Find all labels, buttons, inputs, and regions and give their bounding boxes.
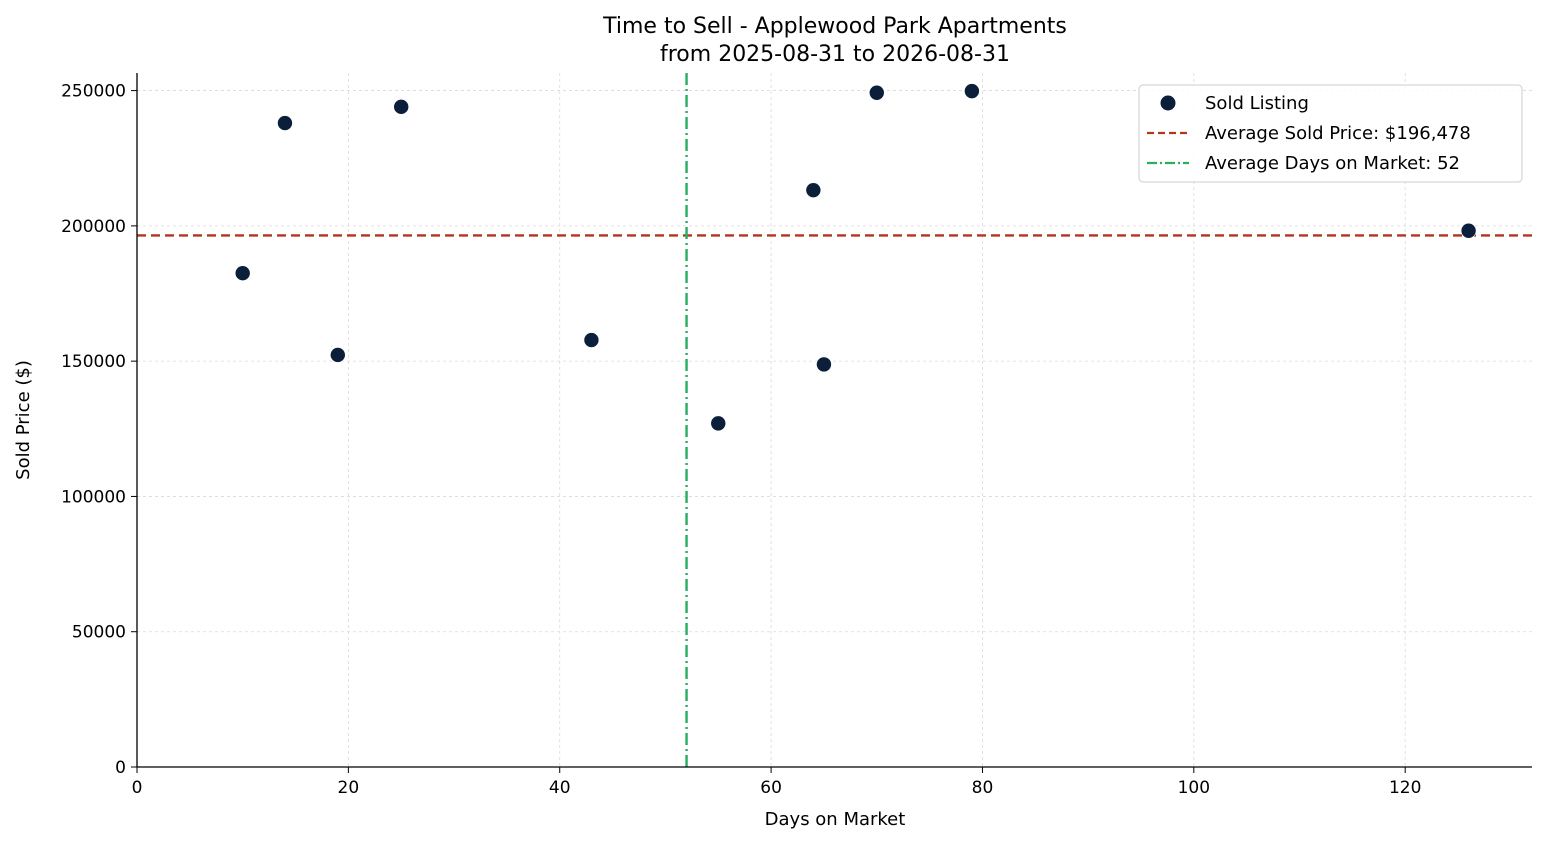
y-tick-label: 200000 xyxy=(61,217,126,237)
y-tick-label: 0 xyxy=(115,758,126,778)
legend: Sold Listing Average Sold Price: $196,47… xyxy=(1138,84,1523,183)
legend-label-avg-days: Average Days on Market: 52 xyxy=(1205,153,1460,174)
x-tick-label: 0 xyxy=(132,778,143,798)
y-tick-label: 150000 xyxy=(61,352,126,372)
x-tick-label: 80 xyxy=(972,778,994,798)
data-point xyxy=(816,356,832,373)
chart-title: Time to Sell - Applewood Park Apartments xyxy=(602,14,1067,39)
data-points xyxy=(234,83,1477,432)
chart-subtitle: from 2025-08-31 to 2026-08-31 xyxy=(660,42,1010,67)
legend-box xyxy=(1138,84,1523,183)
reference-lines xyxy=(137,73,1532,767)
legend-label-avg-price: Average Sold Price: $196,478 xyxy=(1205,123,1471,144)
x-tick-label: 100 xyxy=(1178,778,1210,798)
data-point xyxy=(710,415,727,432)
data-point xyxy=(329,347,346,363)
x-ticks: 0 20 40 60 80 100 120 xyxy=(132,767,1421,798)
legend-marker-sold-listing xyxy=(1160,95,1176,111)
data-point xyxy=(234,265,251,282)
data-point xyxy=(277,115,293,131)
data-point xyxy=(868,84,885,101)
data-point xyxy=(805,182,822,198)
y-ticks: 0 50000 100000 150000 200000 250000 xyxy=(61,82,137,778)
y-tick-label: 100000 xyxy=(61,487,126,507)
data-point xyxy=(1460,222,1477,239)
x-tick-label: 120 xyxy=(1389,778,1421,798)
y-tick-label: 250000 xyxy=(61,82,126,102)
data-point xyxy=(583,332,600,348)
data-point xyxy=(964,83,980,99)
x-tick-label: 20 xyxy=(338,778,360,798)
x-tick-label: 60 xyxy=(760,778,782,798)
legend-label-sold-listing: Sold Listing xyxy=(1205,93,1309,114)
y-tick-label: 50000 xyxy=(72,623,126,643)
axes xyxy=(136,73,1532,768)
x-axis-label: Days on Market xyxy=(765,809,906,830)
y-axis-label: Sold Price ($) xyxy=(13,360,34,480)
data-point xyxy=(393,99,410,115)
x-tick-label: 40 xyxy=(549,778,571,798)
